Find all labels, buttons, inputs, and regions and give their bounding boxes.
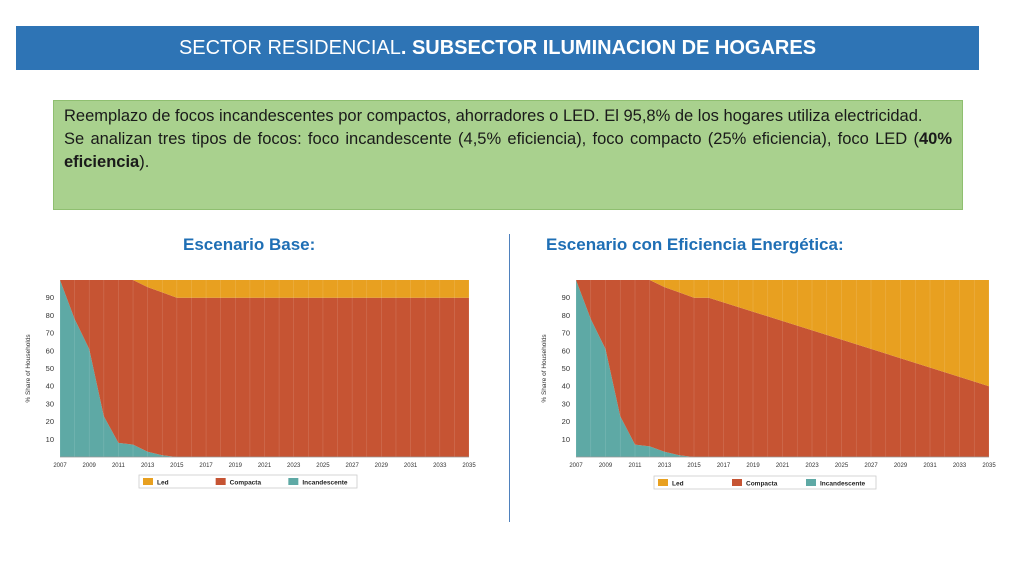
x-tick-label: 2033 — [433, 463, 447, 469]
legend-label-led: Led — [157, 480, 169, 487]
x-tick-label: 2007 — [53, 463, 67, 469]
area-compacta — [576, 280, 989, 457]
legend-label-compacta: Compacta — [230, 480, 262, 487]
x-tick-label: 2013 — [658, 463, 672, 469]
chart-title-efficiency: Escenario con Eficiencia Energética: — [546, 235, 844, 254]
legend-box — [653, 475, 877, 490]
legend-swatch-led — [658, 479, 668, 486]
x-tick-label: 2025 — [316, 463, 330, 469]
legend-swatch-incandescente — [806, 479, 816, 486]
y-tick-label: 50 — [562, 364, 570, 373]
x-tick-label: 2021 — [258, 463, 272, 469]
legend-swatch-compacta — [732, 479, 742, 486]
x-tick-label: 2029 — [375, 463, 389, 469]
legend-swatch-incandescente — [288, 478, 299, 485]
y-tick-label: 70 — [46, 329, 54, 338]
x-tick-label: 2027 — [864, 463, 878, 469]
divider-line — [509, 234, 510, 522]
x-tick-label: 2011 — [629, 463, 643, 469]
x-tick-label: 2011 — [112, 463, 126, 469]
chart-base: 10 20 30 40 50 60 70 80 90 2007 2009 2011 2013 2015 20… — [25, 280, 476, 489]
y-tick-label: 20 — [46, 417, 54, 426]
y-tick-label: 60 — [562, 346, 570, 355]
x-tick-label: 2033 — [953, 463, 967, 469]
legend-label-incandescente: Incandescente — [820, 481, 866, 488]
info-line-2-start: Se analizan tres tipos de focos: foco in… — [64, 130, 919, 148]
title-bold: . SUBSECTOR ILUMINACION DE HOGARES — [400, 36, 817, 59]
area-incandescente — [576, 280, 989, 457]
x-tick-label: 2013 — [141, 463, 155, 469]
y-tick-label: 20 — [562, 417, 570, 426]
y-tick-label: 30 — [46, 399, 54, 408]
title-plain: SECTOR RESIDENCIAL — [178, 36, 401, 59]
y-tick-label: 10 — [562, 435, 570, 444]
y-tick-label: 30 — [562, 399, 570, 408]
info-box: Reemplazo de focos incandescentes por co… — [53, 100, 963, 210]
x-tick-label: 2019 — [746, 463, 760, 469]
chart-title-base: Escenario Base: — [183, 235, 316, 254]
legend-label-incandescente: Incandescente — [302, 480, 348, 487]
x-tick-label: 2015 — [170, 463, 184, 469]
x-tick-label: 2035 — [462, 463, 476, 469]
chart-efficiency: 10 20 30 40 50 60 70 80 90 2007 2009 2011 2013 2015 20… — [541, 280, 996, 490]
x-tick-label: 2017 — [717, 463, 731, 469]
x-tick-label: 2017 — [199, 463, 213, 469]
info-line-2: Se analizan tres tipos de focos: foco in… — [64, 128, 952, 174]
area-compacta — [60, 280, 469, 457]
area-led — [60, 280, 469, 298]
legend-label-compacta: Compacta — [746, 481, 778, 488]
x-tick-label: 2023 — [805, 463, 819, 469]
x-tick-label: 2025 — [835, 463, 849, 469]
y-tick-label: 10 — [46, 435, 54, 444]
x-tick-label: 2035 — [982, 463, 996, 469]
y-tick-label: 60 — [46, 346, 54, 355]
x-tick-label: 2009 — [599, 463, 613, 469]
legend-box — [138, 474, 358, 489]
x-tick-label: 2031 — [404, 463, 418, 469]
y-axis-label: % Share of Households — [25, 334, 32, 403]
x-tick-label: 2031 — [923, 463, 937, 469]
x-tick-label: 2015 — [687, 463, 701, 469]
area-led — [576, 280, 989, 387]
info-line-2-end: ). — [139, 153, 150, 171]
x-tick-label: 2007 — [569, 463, 583, 469]
y-tick-label: 40 — [46, 382, 54, 391]
y-tick-label: 50 — [46, 364, 54, 373]
x-tick-label: 2029 — [894, 463, 908, 469]
slide-title: SECTOR RESIDENCIAL. SUBSECTOR ILUMINACIO… — [16, 26, 979, 70]
y-tick-label: 70 — [562, 329, 570, 338]
x-tick-label: 2021 — [776, 463, 790, 469]
info-line-2-bold: 40% eficiencia — [64, 130, 952, 171]
x-tick-label: 2019 — [229, 463, 243, 469]
legend-swatch-led — [143, 478, 153, 485]
y-tick-label: 90 — [562, 293, 570, 302]
info-line-1: Reemplazo de focos incandescentes por co… — [64, 107, 923, 125]
y-tick-label: 90 — [46, 293, 54, 302]
x-tick-label: 2023 — [287, 463, 301, 469]
y-tick-label: 80 — [562, 311, 570, 320]
x-tick-label: 2009 — [83, 463, 97, 469]
legend-swatch-compacta — [215, 478, 226, 485]
y-tick-label: 80 — [46, 311, 54, 320]
y-axis-label: % Share of Households — [541, 334, 548, 403]
y-tick-label: 40 — [562, 382, 570, 391]
legend-label-led: Led — [672, 481, 684, 488]
area-incandescente — [60, 280, 469, 457]
x-tick-label: 2027 — [345, 463, 359, 469]
